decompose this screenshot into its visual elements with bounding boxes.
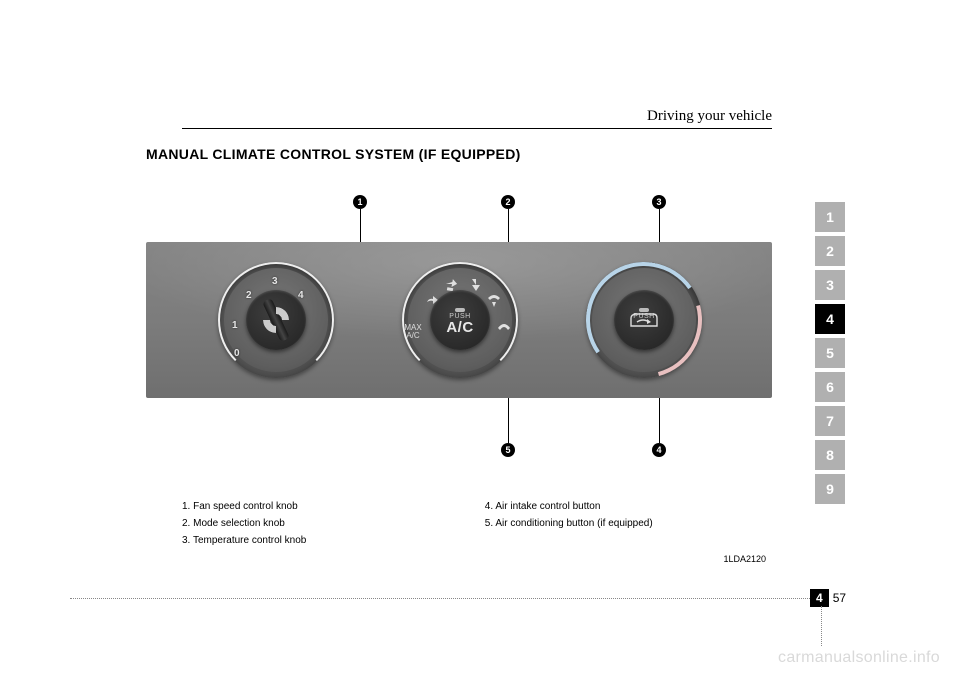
callout-line-2 bbox=[508, 209, 509, 246]
tab-6: 6 bbox=[815, 372, 845, 402]
callout-1: 1 bbox=[353, 195, 367, 209]
mode-icon-defrost bbox=[496, 318, 512, 334]
ac-led bbox=[455, 308, 465, 312]
legend-item-5: 5. Air conditioning button (if equipped) bbox=[485, 515, 745, 532]
fan-speed-knob: 0 1 2 3 4 bbox=[218, 262, 334, 378]
callout-line-3 bbox=[659, 209, 660, 246]
callout-5: 5 bbox=[501, 443, 515, 457]
fan-num-3: 3 bbox=[272, 276, 278, 287]
fan-num-2: 2 bbox=[246, 290, 252, 301]
page-section-number: 4 bbox=[810, 589, 829, 607]
fan-num-1: 1 bbox=[232, 320, 238, 331]
tab-7: 7 bbox=[815, 406, 845, 436]
recirculation-icon bbox=[629, 312, 659, 328]
climate-panel-photo: 0 1 2 3 4 MAX A/C PUSH A/C bbox=[146, 242, 772, 398]
figure-legend: 1. Fan speed control knob 2. Mode select… bbox=[182, 498, 752, 549]
page-number: 457 bbox=[810, 589, 850, 619]
callout-4: 4 bbox=[652, 443, 666, 457]
header-rule bbox=[182, 128, 772, 129]
tab-2: 2 bbox=[815, 236, 845, 266]
mode-icon-floor-defrost bbox=[486, 292, 502, 308]
ac-label: A/C bbox=[446, 319, 473, 336]
watermark: carmanualsonline.info bbox=[778, 649, 940, 667]
callout-2: 2 bbox=[501, 195, 515, 209]
max-ac-label: MAX A/C bbox=[400, 324, 426, 340]
page-title: MANUAL CLIMATE CONTROL SYSTEM (IF EQUIPP… bbox=[146, 146, 521, 162]
footer-vdots bbox=[821, 606, 822, 646]
fan-num-4: 4 bbox=[298, 290, 304, 301]
tab-3: 3 bbox=[815, 270, 845, 300]
section-header: Driving your vehicle bbox=[647, 108, 772, 125]
figure-code: 1LDA2120 bbox=[723, 554, 766, 564]
legend-item-4: 4. Air intake control button bbox=[485, 498, 745, 515]
callout-line-5 bbox=[508, 394, 509, 443]
mode-icon-floor bbox=[468, 276, 484, 292]
legend-item-2: 2. Mode selection knob bbox=[182, 515, 482, 532]
fan-num-0: 0 bbox=[234, 348, 240, 359]
temperature-knob: PUSH bbox=[586, 262, 702, 378]
tab-8: 8 bbox=[815, 440, 845, 470]
section-tabs: 1 2 3 4 5 6 7 8 9 bbox=[815, 202, 845, 508]
tab-4: 4 bbox=[815, 304, 845, 334]
mode-selection-knob: MAX A/C PUSH A/C bbox=[402, 262, 518, 378]
tab-1: 1 bbox=[815, 202, 845, 232]
legend-item-1: 1. Fan speed control knob bbox=[182, 498, 482, 515]
tab-5: 5 bbox=[815, 338, 845, 368]
legend-item-3: 3. Temperature control knob bbox=[182, 532, 482, 549]
figure: 1 2 3 4 5 0 1 2 3 4 MAX A/C bbox=[146, 170, 772, 568]
page-page-number: 57 bbox=[829, 589, 850, 607]
footer-dotted-rule bbox=[70, 598, 826, 599]
tab-9: 9 bbox=[815, 474, 845, 504]
callout-3: 3 bbox=[652, 195, 666, 209]
